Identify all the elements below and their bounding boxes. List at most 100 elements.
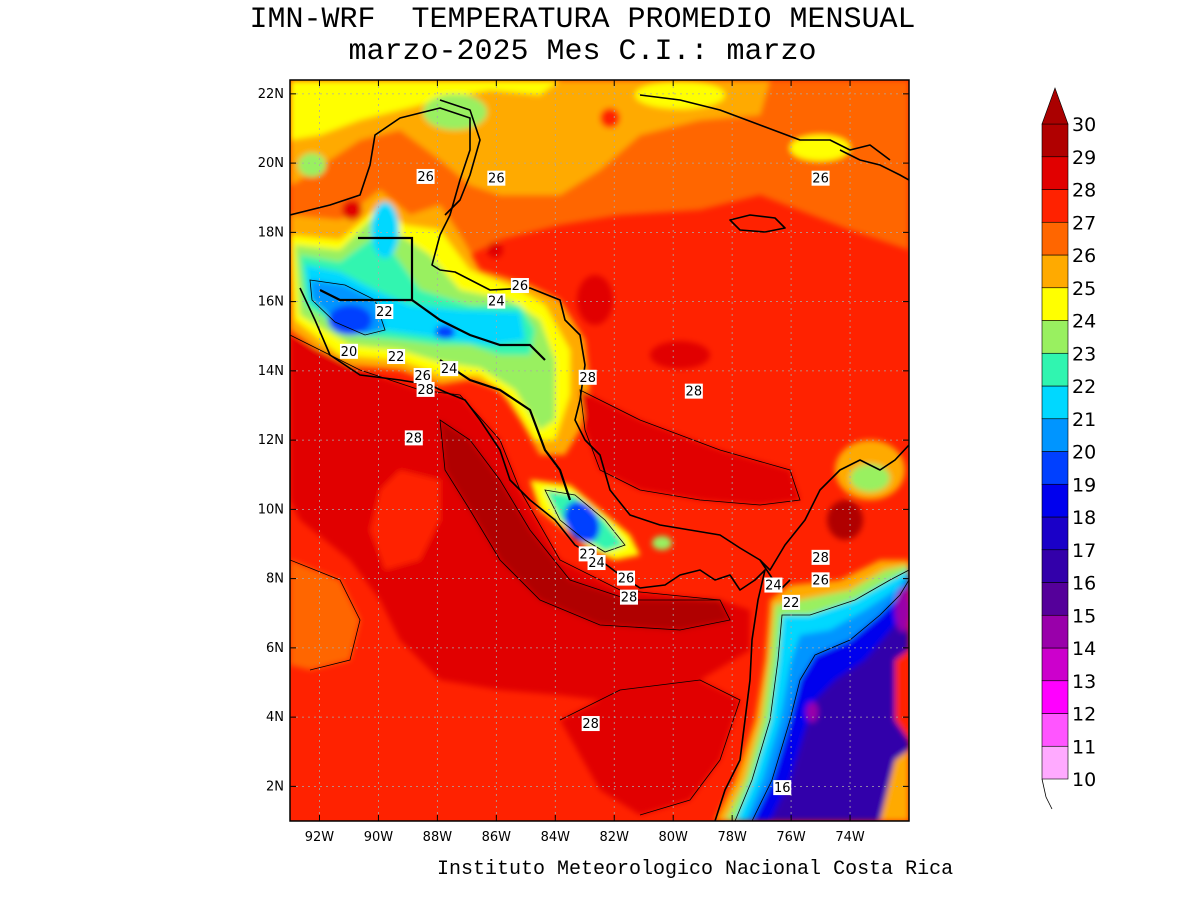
lon-tick-label: 86W <box>482 830 512 845</box>
contour-label-text: 16 <box>774 781 791 796</box>
colorbar-segment <box>1041 451 1069 485</box>
field-24-cuba <box>635 81 725 109</box>
contour-label-bg <box>440 361 459 377</box>
field-29-colombia-north <box>827 500 863 540</box>
contour-label: 22 <box>782 594 801 611</box>
colorbar-level-label: 30 <box>1072 114 1096 136</box>
colorbar-segment <box>1041 680 1069 714</box>
colorbar-level-label: 16 <box>1072 573 1096 595</box>
field-24-north <box>290 80 560 140</box>
colorbar-segment <box>1041 189 1069 223</box>
contour-label-text: 26 <box>488 172 505 187</box>
contour-label: 24 <box>764 577 783 594</box>
colorbar-segment <box>1041 385 1069 420</box>
field-16-andes <box>770 585 909 821</box>
contour-label-bg <box>811 549 830 565</box>
contour-label-text: 26 <box>414 369 431 384</box>
lat-tick-label: 2N <box>266 779 284 794</box>
contour-label: 26 <box>510 278 529 294</box>
contour-label: 26 <box>487 170 506 187</box>
contour-label-bg <box>404 430 423 446</box>
colorbar-segment <box>1041 647 1069 682</box>
map-frame <box>289 79 910 822</box>
lat-tick-label: 18N <box>258 225 284 240</box>
colorbar-segment <box>1041 352 1069 387</box>
colorbar-level-label: 14 <box>1072 638 1096 660</box>
contour-line <box>751 579 909 821</box>
contour-label-text: 26 <box>417 170 434 185</box>
contour-label-bg <box>764 577 783 593</box>
contour-line <box>439 419 731 631</box>
contour-label: 22 <box>375 303 394 320</box>
map-gridlines <box>290 80 909 821</box>
colorbar-level-label: 11 <box>1072 736 1096 758</box>
colorbar-level-label: 12 <box>1072 704 1096 726</box>
contour-line <box>559 679 741 816</box>
contour-label: 26 <box>617 570 636 587</box>
contour-label-text: 26 <box>812 573 829 588</box>
contour-label-text: 24 <box>441 362 458 377</box>
contour-line <box>290 559 361 671</box>
contour-label-bg <box>387 349 406 365</box>
colorbar-level-label: 21 <box>1072 409 1096 431</box>
contour-label: 20 <box>339 343 358 360</box>
contour-label-bg <box>578 369 597 385</box>
colorbar-level-label: 28 <box>1072 180 1096 202</box>
contour-label-text: 28 <box>812 551 829 566</box>
contour-label-bg <box>684 383 703 399</box>
contour-label-text: 28 <box>417 383 434 398</box>
contour-label-text: 22 <box>783 596 800 611</box>
field-14-andes <box>895 588 909 632</box>
field-29-pacific <box>440 420 730 630</box>
field-28-spot-3 <box>342 200 362 220</box>
field-26-pacific-west <box>290 560 360 670</box>
field-27-pacific-patch <box>370 470 440 570</box>
colorbar-segment <box>1041 418 1069 452</box>
colorbar-segment <box>1041 254 1069 289</box>
colorbar-level-label: 27 <box>1072 212 1096 234</box>
colorbar: 10 11 12 13 14 15 16 17 18 19 20 21 22 23 24 25 26 27 28 29… <box>1041 87 1096 810</box>
lat-tick-label: 20N <box>258 156 284 171</box>
axis-tick-labels: 92W 90W 88W 86W 84W 82W 80W 78W 76W 74W 22N 20N 18N 1… <box>258 87 865 845</box>
field-28-caribbean-1 <box>577 275 613 325</box>
contour-line <box>309 279 386 336</box>
contour-label-text: 22 <box>376 305 393 320</box>
colorbar-level-label: 17 <box>1072 540 1096 562</box>
cuba-coastline <box>639 94 891 161</box>
contour-label: 28 <box>404 430 423 446</box>
contour-label-bg <box>811 572 830 588</box>
caribbean-coastline <box>290 107 909 571</box>
lon-tick-label: 88W <box>423 830 453 845</box>
contour-label: 24 <box>440 361 459 377</box>
colorbar-segment <box>1041 221 1069 256</box>
contour-lines <box>290 279 909 821</box>
contour-label-text: 28 <box>406 431 423 446</box>
colorbar-bottom-tail <box>1041 778 1053 810</box>
lon-tick-label: 78W <box>717 830 747 845</box>
contour-label-text: 28 <box>686 385 703 400</box>
colorbar-level-label: 23 <box>1072 343 1096 365</box>
contour-label-bg <box>619 589 638 605</box>
field-23-west <box>298 153 326 177</box>
colorbar-segment <box>1041 614 1069 649</box>
hispaniola-coastline <box>839 149 909 181</box>
contour-label-bg <box>773 780 792 796</box>
lat-tick-label: 6N <box>266 641 284 656</box>
colorbar-top-arrow <box>1041 87 1069 125</box>
contour-label-text: 24 <box>765 579 782 594</box>
contour-label-bg <box>811 170 830 186</box>
contour-label: 24 <box>587 555 606 571</box>
jamaica-coastline <box>729 214 786 233</box>
lat-tick-label: 16N <box>258 295 284 310</box>
lon-tick-label: 92W <box>305 830 335 845</box>
contour-label-bg <box>487 293 506 309</box>
lon-tick-label: 80W <box>658 830 688 845</box>
lon-tick-label: 90W <box>364 830 394 845</box>
honduras-border <box>411 299 546 361</box>
field-14-andes-south <box>806 702 818 722</box>
contour-label: 26 <box>413 368 432 384</box>
contour-label-text: 28 <box>582 717 599 732</box>
colorbar-segment <box>1041 516 1069 551</box>
